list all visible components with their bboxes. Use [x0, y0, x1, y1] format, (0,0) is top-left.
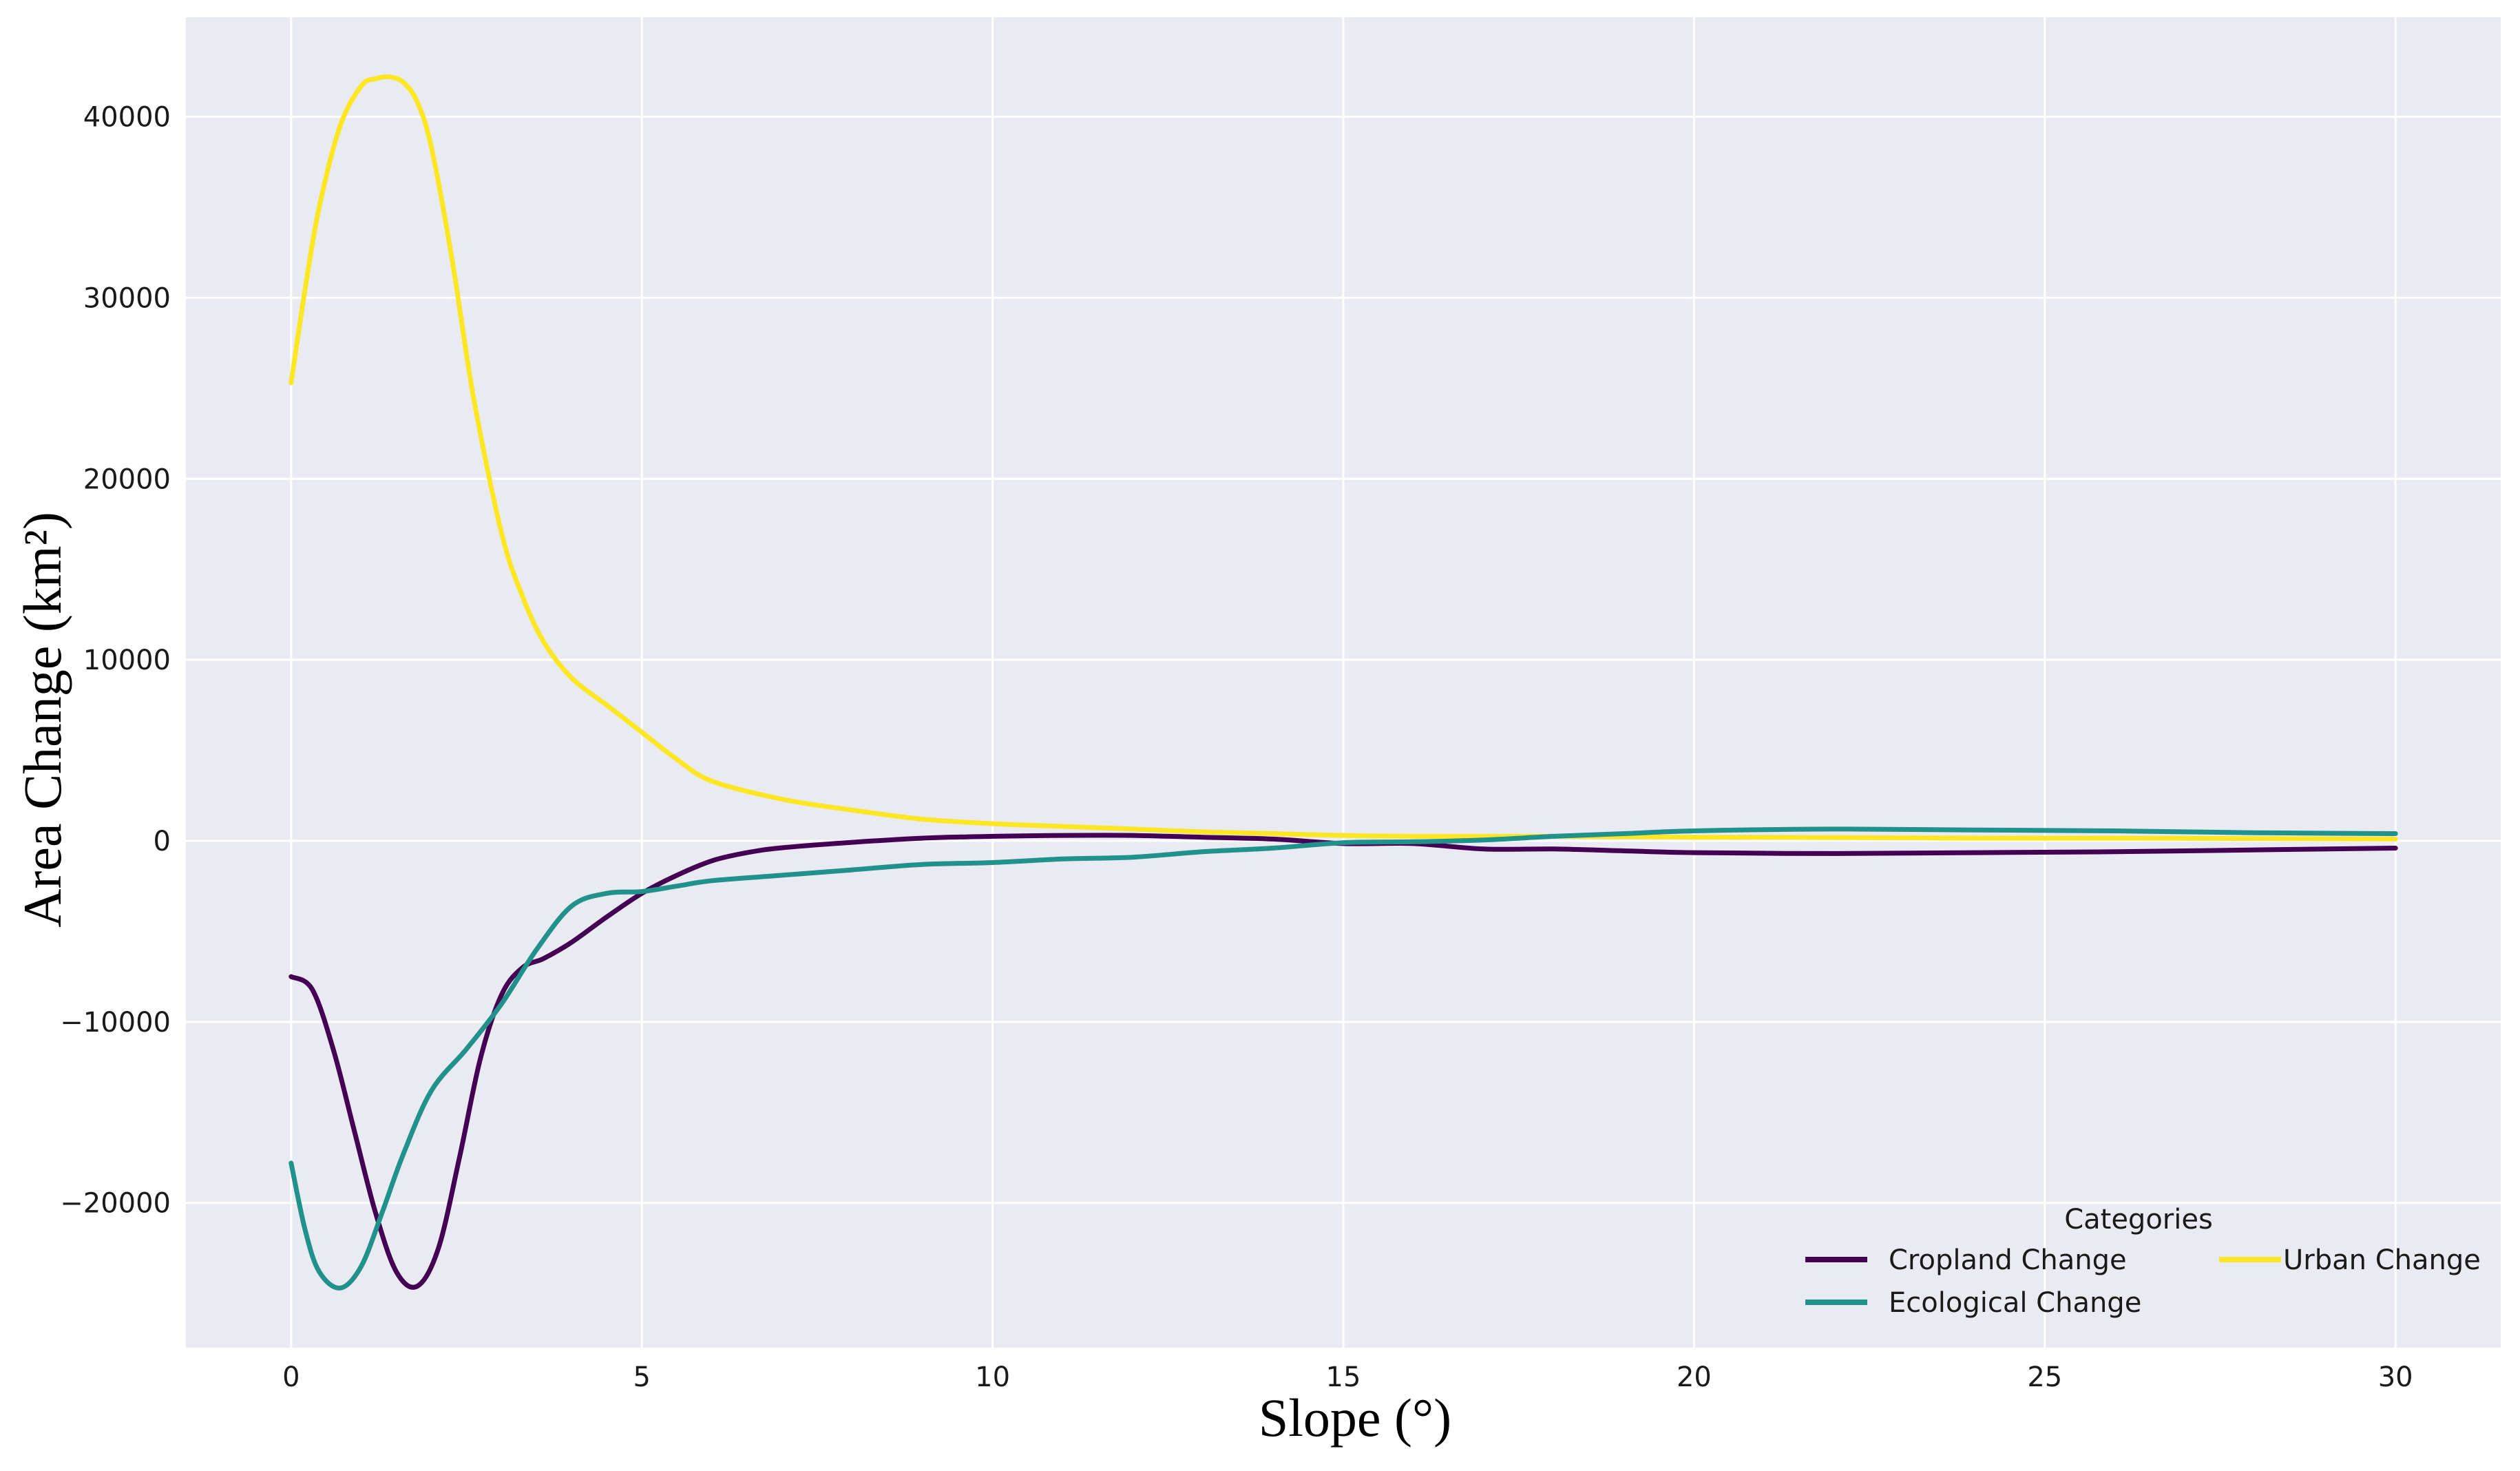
x-tick-label: 10: [975, 1362, 1010, 1393]
x-tick-label: 0: [282, 1362, 300, 1393]
legend-title: Categories: [2064, 1204, 2213, 1235]
x-tick-label: 15: [1326, 1362, 1361, 1393]
y-tick-label: 10000: [83, 645, 171, 676]
y-tick-label: 30000: [83, 282, 171, 314]
legend-label-urban-change: Urban Change: [2283, 1244, 2481, 1276]
x-axis-label: Slope (°): [1259, 1388, 1451, 1448]
y-tick-label: 0: [154, 826, 171, 857]
x-tick-label: 25: [2027, 1362, 2062, 1393]
x-tick-label: 20: [1677, 1362, 1712, 1393]
legend-label-ecological-change: Ecological Change: [1889, 1287, 2141, 1319]
y-axis-label: Area Change (km²): [12, 512, 72, 928]
x-tick-label: 30: [2378, 1362, 2413, 1393]
y-tick-label: 20000: [83, 463, 171, 495]
legend: Categories Cropland Change Ecological Ch…: [1805, 1204, 2481, 1319]
series-line-urban-change: [288, 74, 2398, 842]
y-tick-label: −20000: [60, 1188, 171, 1220]
y-tick-label: 40000: [83, 102, 171, 134]
series-line-ecological-change: [288, 826, 2398, 1291]
series-line-cropland-change: [288, 833, 2398, 1290]
legend-label-cropland-change: Cropland Change: [1889, 1244, 2127, 1276]
series-layer: [288, 74, 2398, 1291]
x-tick-label: 5: [633, 1362, 650, 1393]
y-axis-tick-labels: −20000 −10000 0 10000 20000 30000 40000: [60, 102, 171, 1220]
x-axis-tick-labels: 0 5 10 15 20 25 30: [282, 1362, 2413, 1393]
y-tick-label: −10000: [60, 1007, 171, 1039]
